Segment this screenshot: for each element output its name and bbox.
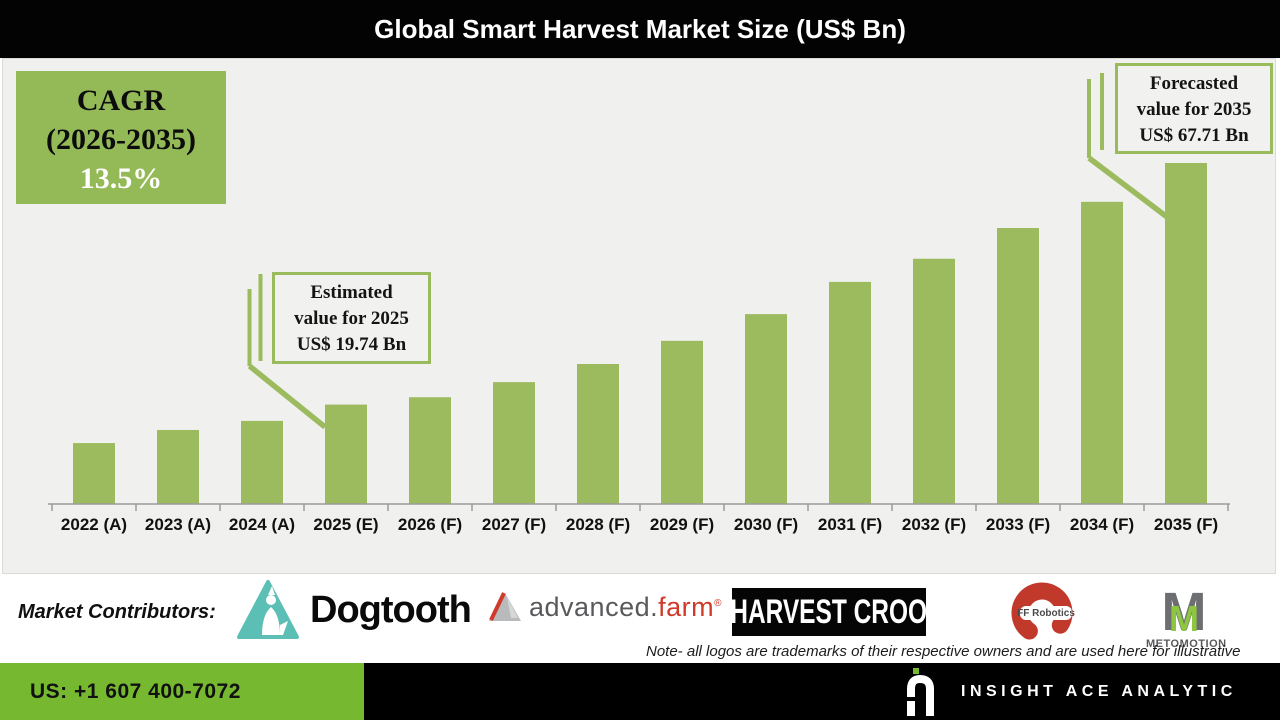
ff-robotics-crescent-icon: FF Robotics: [1011, 582, 1075, 644]
x-axis-label-2029: 2029 (F): [650, 515, 714, 534]
bar-2035: [1165, 163, 1207, 504]
estimated-callout-connector-line: [247, 363, 327, 430]
bar-2033: [997, 228, 1039, 504]
cagr-box: CAGR (2026-2035) 13.5%: [16, 71, 226, 204]
bar-2022: [73, 443, 115, 504]
ff-robotics-wordmark: FF Robotics: [1017, 608, 1075, 619]
forecasted-callout-line2: value for 2035: [1136, 99, 1252, 120]
market-contributors-label: Market Contributors:: [18, 601, 216, 623]
x-axis-label-2030: 2030 (F): [734, 515, 798, 534]
svg-text:M: M: [1169, 598, 1199, 633]
estimated-callout-line1: Estimated: [310, 282, 393, 303]
forecasted-callout-value: US$ 67.71 Bn: [1139, 125, 1249, 146]
estimated-value-callout: Estimated value for 2025 US$ 19.74 Bn: [272, 272, 431, 364]
advanced-farm-wordmark: advanced.farm®: [529, 592, 722, 623]
page-title: Global Smart Harvest Market Size (US$ Bn…: [374, 13, 906, 44]
x-axis-label-2027: 2027 (F): [482, 515, 546, 534]
dogtooth-triangle-icon: [237, 580, 299, 639]
advanced-farm-triangle-icon: [489, 592, 521, 621]
advanced-farm-text-accent: farm: [658, 591, 715, 622]
dogtooth-logo: Dogtooth: [236, 579, 472, 641]
bar-2032: [913, 258, 955, 504]
bar-2031: [829, 281, 871, 504]
bar-2029: [661, 340, 703, 504]
bar-2026: [409, 397, 451, 504]
bar-2034: [1081, 201, 1123, 504]
x-axis-label-2032: 2032 (F): [902, 515, 966, 534]
insight-ace-logo-icon: [905, 667, 934, 716]
phone-box: US: +1 607 400-7072: [0, 663, 364, 720]
svg-text:M: M: [1162, 588, 1207, 633]
chart-area: 2022 (A) 2023 (A) 2024 (A) 2025 (E) 2026 (F)…: [2, 58, 1276, 574]
market-contributors-strip: Market Contributors: Dogtooth advanced.f…: [0, 575, 1280, 663]
title-bar: Global Smart Harvest Market Size (US$ Bn…: [0, 0, 1280, 58]
cagr-value: 13.5%: [79, 162, 163, 195]
estimated-callout-value: US$ 19.74 Bn: [296, 334, 407, 355]
advanced-farm-text-dot: .: [650, 591, 659, 622]
forecasted-value-callout: Forecasted value for 2035 US$ 67.71 Bn: [1115, 63, 1273, 154]
metomotion-logo: M M METOMOTION: [1146, 582, 1227, 650]
bar-2030: [745, 314, 787, 504]
bar-2025: [325, 404, 367, 504]
metomotion-m-icon: M M: [1162, 582, 1207, 642]
bar-2023: [157, 429, 199, 504]
bar-2028: [577, 363, 619, 504]
cagr-title: CAGR: [76, 84, 166, 117]
x-axis-label-2023: 2023 (A): [145, 515, 211, 534]
advanced-farm-registered-mark: ®: [714, 597, 722, 609]
x-axis-label-2033: 2033 (F): [986, 515, 1050, 534]
bar-2024: [241, 420, 283, 504]
x-axis-label-2022: 2022 (A): [61, 515, 127, 534]
footer-bar: US: +1 607 400-7072 INSIGHT ACE ANALYTIC: [0, 663, 1280, 720]
ff-robotics-logo: FF Robotics: [1000, 581, 1086, 652]
bar-2027: [493, 382, 535, 504]
advanced-farm-logo: advanced.farm®: [487, 591, 722, 623]
advanced-farm-text-main: advanced: [529, 591, 651, 622]
x-axis-label-2024: 2024 (A): [229, 515, 295, 534]
harvest-croo-wordmark: HARVEST CROO: [730, 592, 928, 631]
cagr-period: (2026-2035): [46, 123, 196, 156]
x-axis-label-2028: 2028 (F): [566, 515, 630, 534]
estimated-callout-line2: value for 2025: [294, 308, 409, 329]
dogtooth-wordmark: Dogtooth: [310, 588, 472, 631]
harvest-croo-logo: HARVEST CROO: [730, 588, 928, 636]
forecasted-callout-connector-line: [1087, 155, 1173, 223]
forecasted-callout-line1: Forecasted: [1149, 73, 1239, 94]
x-axis-label-2026: 2026 (F): [398, 515, 462, 534]
x-axis-label-2025: 2025 (E): [313, 515, 378, 534]
phone-number: US: +1 607 400-7072: [30, 679, 241, 703]
x-axis-label-2031: 2031 (F): [818, 515, 882, 534]
x-axis-label-2034: 2034 (F): [1070, 515, 1134, 534]
metomotion-wordmark: METOMOTION: [1146, 638, 1227, 650]
market-size-bar-chart: 2022 (A) 2023 (A) 2024 (A) 2025 (E) 2026 (F)…: [48, 73, 1230, 534]
brand-block: INSIGHT ACE ANALYTIC: [905, 663, 1237, 720]
brand-name: INSIGHT ACE ANALYTIC: [961, 682, 1237, 700]
x-axis-label-2035: 2035 (F): [1154, 515, 1218, 534]
